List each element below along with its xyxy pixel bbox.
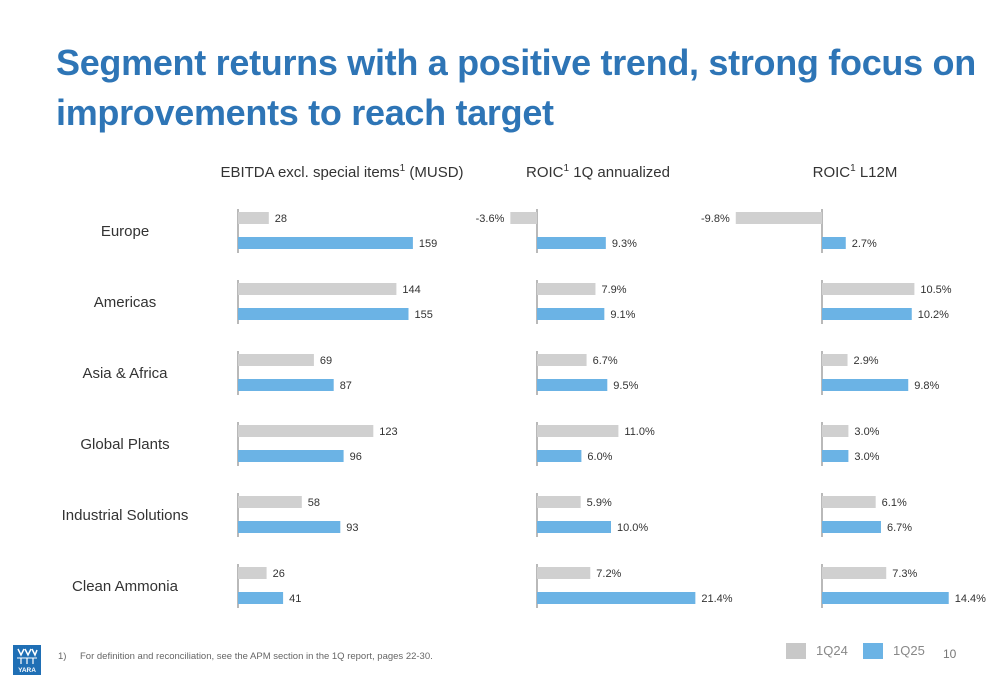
data-label-1q24: 58 — [308, 497, 320, 509]
bar-1q24 — [822, 283, 915, 295]
bar-1q25 — [537, 592, 696, 604]
data-label-1q25: 6.7% — [887, 522, 912, 534]
data-label-1q24: 28 — [275, 213, 287, 225]
data-label-1q24: 6.1% — [882, 497, 907, 509]
bar-1q25 — [238, 450, 344, 462]
data-label-1q24: 2.9% — [854, 355, 879, 367]
data-label-1q24: 6.7% — [593, 355, 618, 367]
legend-swatch-1q24 — [786, 643, 806, 659]
bar-1q25 — [238, 521, 341, 533]
category-label: Clean Ammonia — [72, 578, 179, 595]
bar-1q24 — [510, 212, 537, 224]
data-label-1q25: 3.0% — [854, 451, 879, 463]
bar-1q24 — [735, 212, 822, 224]
data-label-1q24: 26 — [273, 568, 285, 580]
bar-1q24 — [238, 283, 397, 295]
yara-logo: YARA — [13, 645, 41, 675]
data-label-1q25: 41 — [289, 593, 301, 605]
bar-1q24 — [537, 567, 591, 579]
bar-1q24 — [537, 496, 581, 508]
bar-1q24 — [238, 354, 314, 366]
segment-charts: Europe Americas Asia & Africa Global Plants… — [62, 163, 986, 608]
data-label-1q25: 14.4% — [955, 593, 986, 605]
bar-1q25 — [822, 237, 846, 249]
footnote: 1) For definition and reconciliation, see… — [58, 651, 433, 662]
logo-text: YARA — [18, 667, 36, 674]
data-label-1q25: 9.8% — [914, 380, 939, 392]
data-label-1q25: 96 — [350, 451, 362, 463]
data-label-1q25: 21.4% — [701, 593, 732, 605]
bar-1q24 — [537, 283, 596, 295]
data-label-1q25: 9.1% — [610, 309, 635, 321]
bar-1q25 — [822, 308, 912, 320]
data-label-1q24: 7.3% — [892, 568, 917, 580]
data-label-1q25: 87 — [340, 380, 352, 392]
bar-1q25 — [537, 521, 611, 533]
bar-1q25 — [822, 521, 881, 533]
bar-1q24 — [822, 496, 876, 508]
data-label-1q25: 6.0% — [587, 451, 612, 463]
bar-1q25 — [238, 379, 334, 391]
bar-1q24 — [238, 425, 374, 437]
category-label: Asia & Africa — [82, 365, 168, 382]
data-label-1q24: -9.8% — [701, 213, 730, 225]
bar-1q25 — [537, 237, 606, 249]
bar-1q24 — [822, 425, 849, 437]
bar-1q25 — [537, 308, 605, 320]
category-label: Americas — [94, 294, 157, 311]
data-label-1q25: 155 — [415, 309, 433, 321]
category-label: Global Plants — [80, 436, 169, 453]
data-label-1q25: 93 — [346, 522, 358, 534]
data-label-1q24: -3.6% — [476, 213, 505, 225]
bar-1q24 — [238, 567, 267, 579]
bar-1q25 — [822, 450, 849, 462]
bar-1q24 — [822, 567, 887, 579]
page-number: 10 — [943, 647, 957, 661]
footnote-text: For definition and reconciliation, see t… — [80, 651, 433, 662]
data-label-1q24: 10.5% — [920, 284, 951, 296]
legend-swatch-1q25 — [863, 643, 883, 659]
legend-label-1q24: 1Q24 — [816, 643, 848, 658]
data-label-1q25: 9.5% — [613, 380, 638, 392]
legend-label-1q25: 1Q25 — [893, 643, 925, 658]
bar-1q25 — [822, 379, 909, 391]
data-label-1q24: 7.9% — [601, 284, 626, 296]
data-label-1q25: 10.2% — [918, 309, 949, 321]
data-label-1q24: 5.9% — [587, 497, 612, 509]
chart-title: ROIC1 L12M — [813, 163, 898, 181]
bar-1q25 — [537, 379, 608, 391]
category-label: Industrial Solutions — [62, 507, 189, 524]
data-label-1q24: 3.0% — [854, 426, 879, 438]
data-label-1q24: 144 — [402, 284, 420, 296]
bar-1q24 — [822, 354, 848, 366]
bar-1q25 — [238, 308, 409, 320]
data-label-1q24: 123 — [379, 426, 397, 438]
data-label-1q25: 9.3% — [612, 238, 637, 250]
bar-1q25 — [537, 450, 582, 462]
data-label-1q24: 69 — [320, 355, 332, 367]
data-label-1q25: 159 — [419, 238, 437, 250]
category-label: Europe — [101, 223, 149, 240]
bar-1q24 — [238, 496, 302, 508]
bar-1q24 — [238, 212, 269, 224]
bar-1q25 — [822, 592, 949, 604]
footnote-number: 1) — [58, 651, 67, 662]
data-label-1q24: 7.2% — [596, 568, 621, 580]
bar-1q24 — [537, 354, 587, 366]
chart-title: ROIC1 1Q annualized — [526, 163, 670, 181]
page-title: Segment returns with a positive trend, s… — [56, 42, 976, 133]
data-label-1q25: 2.7% — [852, 238, 877, 250]
bar-1q25 — [238, 237, 413, 249]
data-label-1q25: 10.0% — [617, 522, 648, 534]
bar-1q24 — [537, 425, 619, 437]
bar-1q25 — [238, 592, 284, 604]
chart-title: EBITDA excl. special items1 (MUSD) — [220, 163, 463, 181]
data-label-1q24: 11.0% — [624, 426, 655, 438]
